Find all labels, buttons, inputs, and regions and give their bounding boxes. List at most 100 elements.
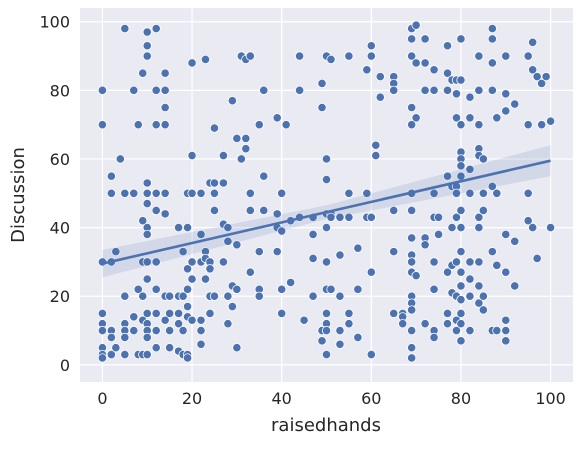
point xyxy=(451,89,462,99)
point xyxy=(245,188,255,198)
point xyxy=(151,85,161,95)
point xyxy=(407,257,417,267)
point xyxy=(187,188,197,198)
point xyxy=(465,325,475,336)
point xyxy=(366,349,376,360)
y-tick-label: 20 xyxy=(50,287,70,306)
point xyxy=(196,325,206,336)
point xyxy=(142,257,152,267)
point xyxy=(142,308,152,318)
point xyxy=(326,284,336,294)
point xyxy=(232,240,242,250)
point xyxy=(187,315,197,325)
x-tick-label: 0 xyxy=(97,389,107,408)
point xyxy=(501,267,511,277)
point xyxy=(138,291,148,301)
point xyxy=(295,51,305,61)
point xyxy=(111,247,121,257)
point xyxy=(308,253,318,264)
point xyxy=(223,319,233,329)
point xyxy=(232,133,242,143)
point xyxy=(501,325,511,336)
point xyxy=(362,188,372,198)
point xyxy=(407,34,417,44)
point xyxy=(335,291,345,301)
point xyxy=(142,27,152,37)
point xyxy=(465,113,475,123)
point xyxy=(326,54,336,65)
point xyxy=(442,68,453,78)
point xyxy=(465,274,475,284)
point xyxy=(254,291,264,301)
point xyxy=(321,154,332,164)
point xyxy=(429,85,439,95)
point xyxy=(487,58,497,68)
point xyxy=(236,154,246,164)
point xyxy=(133,284,143,294)
point xyxy=(245,267,255,277)
point xyxy=(209,291,220,301)
point xyxy=(366,41,376,51)
point xyxy=(335,250,345,260)
point xyxy=(523,188,533,198)
point xyxy=(407,233,417,243)
point xyxy=(442,85,453,95)
point xyxy=(142,274,152,284)
point xyxy=(487,247,497,257)
point xyxy=(474,298,484,308)
point xyxy=(151,188,161,198)
point xyxy=(106,188,116,198)
point xyxy=(151,308,161,318)
point xyxy=(537,78,547,89)
point xyxy=(138,68,148,78)
point xyxy=(308,229,318,240)
point xyxy=(259,85,269,95)
point xyxy=(456,336,466,346)
point xyxy=(474,212,484,222)
point xyxy=(456,222,466,233)
point xyxy=(182,264,193,274)
point xyxy=(241,133,251,143)
point xyxy=(317,78,327,89)
point xyxy=(510,236,520,246)
point xyxy=(344,188,354,198)
point xyxy=(429,257,439,267)
point xyxy=(528,222,538,233)
point xyxy=(196,188,206,198)
point xyxy=(456,319,466,329)
x-tick-label: 40 xyxy=(272,389,292,408)
point xyxy=(492,188,502,198)
point xyxy=(218,178,229,188)
point xyxy=(389,205,399,216)
point xyxy=(196,315,206,325)
point xyxy=(142,349,152,360)
point xyxy=(321,222,332,233)
point xyxy=(178,325,188,336)
point xyxy=(420,319,430,329)
point xyxy=(97,85,108,95)
point xyxy=(205,308,215,318)
point xyxy=(241,144,251,154)
point xyxy=(492,113,502,123)
point xyxy=(272,113,282,123)
point xyxy=(478,154,488,164)
point xyxy=(187,274,197,284)
point xyxy=(375,72,385,82)
point xyxy=(407,120,417,130)
point xyxy=(165,308,175,318)
y-tick-label: 100 xyxy=(39,13,70,32)
point xyxy=(545,222,556,233)
point xyxy=(528,65,538,75)
point xyxy=(465,257,475,267)
point xyxy=(182,301,193,312)
y-axis-label: Discussion xyxy=(8,147,29,243)
point xyxy=(541,72,551,82)
point xyxy=(456,120,466,130)
point xyxy=(129,85,139,95)
point xyxy=(165,343,175,353)
point xyxy=(398,319,408,329)
point xyxy=(138,216,148,226)
point xyxy=(456,205,466,216)
point xyxy=(474,281,484,291)
